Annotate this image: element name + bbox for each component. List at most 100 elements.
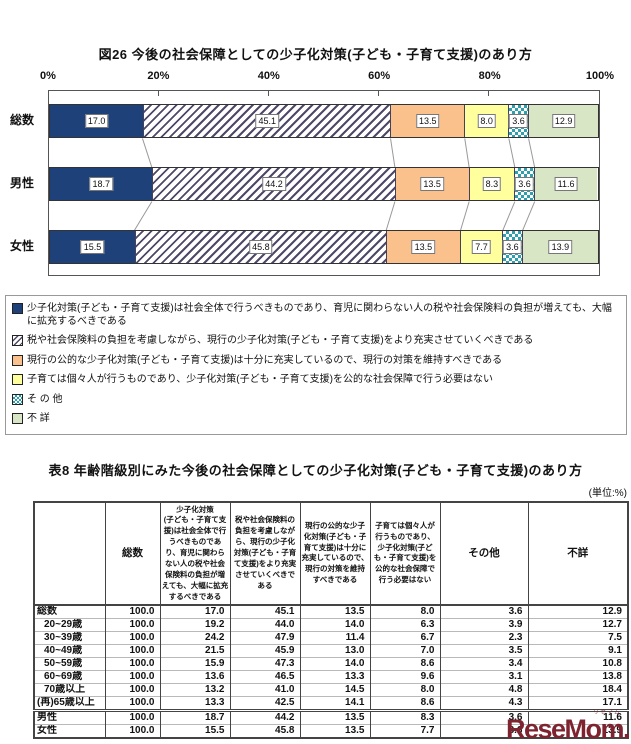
table-cell: 13.0 [299,644,371,658]
row-label-cell: 60~69歳 [33,670,106,684]
table-cell: 3.9 [439,618,529,632]
bar-2: 15.5 45.8 13.5 7.7 3.6 13.9 [49,230,599,264]
segment-value-label: 13.5 [411,240,436,254]
bar-1: 18.7 44.2 13.5 8.3 3.6 11.6 [49,167,599,201]
table-cell: 13.3 [159,696,231,711]
table-cell: 44.0 [229,618,301,632]
segment-value-label: 3.6 [515,177,534,191]
table-cell: 45.1 [229,604,301,619]
x-axis-tick-label: 60% [368,70,391,82]
table-cell: 17.0 [159,604,231,619]
segment-value-label: 7.7 [472,240,491,254]
row-label-cell: 総数 [33,604,106,619]
table-cell: 7.7 [369,724,441,739]
table-row: 60~69歳 100.0 13.6 46.5 13.3 9.6 3.1 13.8 [33,670,629,684]
chart-title: 図26 今後の社会保障としての少子化対策(子ども・子育て支援)のあり方 [98,47,533,62]
segment-value-label: 13.5 [416,114,440,128]
table-cell: 9.6 [369,670,441,684]
table-cell: 7.5 [527,631,629,645]
table-cell: 45.8 [229,724,301,739]
bar-segment: 8.3 [468,168,515,200]
table-cell: 100.0 [104,644,161,658]
bar-segment: 17.0 [50,105,144,137]
segment-value-label: 18.7 [89,177,113,191]
legend-swatch [12,393,23,405]
segment-value-label: 8.3 [482,177,502,191]
table-cell: 8.0 [369,683,441,697]
table-cell: 24.2 [159,631,231,645]
segment-value-label: 8.0 [477,114,496,128]
segment-value-label: 3.6 [509,114,528,128]
table-cell: 6.3 [369,618,441,632]
table-cell: 14.5 [299,683,371,697]
table-cell: 11.4 [299,631,371,645]
bar-segment: 15.5 [50,231,135,263]
unit-note: (単位:%) [588,487,627,499]
table-title: 表8 年齢階級別にみた今後の社会保障としての少子化対策(子ども・子育て支援)のあ… [48,462,583,478]
table-cell: 46.5 [229,670,301,684]
legend-label: 現行の公的な少子化対策(子ども・子育て支援)は十分に充実しているので、現行の対策… [27,354,503,366]
segment-value-label: 3.6 [503,240,522,254]
table-cell: 13.5 [299,604,371,619]
bar-segment: 45.1 [143,105,391,137]
segment-value-label: 45.1 [255,114,279,128]
table-cell: 12.7 [527,618,629,632]
segment-value-label: 17.0 [84,114,109,128]
table-cell: 14.0 [299,618,371,632]
table-cell: 8.6 [369,657,441,671]
table-cell: 18.4 [527,683,629,697]
legend-swatch [12,354,23,366]
x-axis-tick-label: 20% [147,70,170,82]
row-label-cell: 30~39歳 [33,631,106,645]
table-cell: 13.6 [159,670,231,684]
table-cell: 8.6 [369,696,441,711]
legend-label: 少子化対策(子ども・子育て支援)は社会全体で行うべきものであり、育児に関わらない… [27,303,612,327]
table-cell: 100.0 [104,657,161,671]
segment-value-label: 15.5 [80,240,105,254]
table-row: 70歳以上 100.0 13.2 41.0 14.5 8.0 4.8 18.4 [33,683,629,697]
bar-segment: 8.0 [464,105,509,137]
category-label: 男性 [9,176,34,190]
table-header-cell: 総数 [104,501,161,607]
bar-segment: 3.6 [502,231,522,263]
legend-item: 現行の公的な少子化対策(子ども・子育て支援)は十分に充実しているので、現行の対策… [12,354,618,368]
resemom-ruby: リセマム [592,710,621,716]
table-header-cell: 不詳 [527,501,629,607]
legend-label: 税や社会保険料の負担を考慮しながら、現行の少子化対策(子ども・子育て支援)をより… [27,335,534,346]
table-cell: 100.0 [104,683,161,697]
legend-label: 子育ては個々人が行うものであり、少子化対策(子ども・子育て支援)を公的な社会保障… [27,374,493,385]
table-8: 総数 少子化対策 (子ども・子育て支援)は社会全体で行うべきものであり、育児に関わ… [33,500,629,740]
segment-value-label: 13.5 [420,177,444,191]
bar-segment: 45.8 [134,231,386,263]
table-cell: 13.3 [299,670,371,684]
category-label: 総数 [9,113,34,127]
table-cell: 13.2 [159,683,231,697]
table-cell: 14.0 [299,657,371,671]
table-row: 総数 100.0 17.0 45.1 13.5 8.0 3.6 12.9 [33,604,629,619]
table-corner-cell [33,501,106,607]
table-cell: 3.4 [439,657,529,671]
table-cell: 2.3 [439,631,529,645]
x-axis-tick-label: 80% [478,70,501,82]
table-cell: 9.1 [527,644,629,658]
table-header-cell: 現行の公的な少子化対策(子ども・子育て支援)は十分に充実しているので、現行の対策… [299,501,371,607]
bar-segment: 13.5 [385,231,460,263]
bar-segment: 12.9 [527,105,598,137]
table-cell: 100.0 [104,604,161,619]
table-cell: 10.8 [527,657,629,671]
table-cell: 15.9 [159,657,231,671]
table-header-cell: 子育ては個々人が行うものであり、少子化対策(子ども・子育て支援)を公的な社会保障… [369,501,441,607]
table-cell: 47.3 [229,657,301,671]
axis-tickmark [158,91,160,96]
table-row: 20~29歳 100.0 19.2 44.0 14.0 6.3 3.9 12.7 [33,618,629,632]
table-cell: 13.5 [299,724,371,739]
table-cell: 47.9 [229,631,301,645]
table-cell: 13.5 [299,709,371,725]
table-cell: 100.0 [104,670,161,684]
row-label-cell: 50~59歳 [33,657,106,671]
table-cell: 100.0 [104,696,161,711]
table-cell: 44.2 [229,709,301,725]
table-row: 30~39歳 100.0 24.2 47.9 11.4 6.7 2.3 7.5 [33,631,629,645]
table-cell: 3.5 [439,644,529,658]
row-label-cell: 70歳以上 [33,683,106,697]
